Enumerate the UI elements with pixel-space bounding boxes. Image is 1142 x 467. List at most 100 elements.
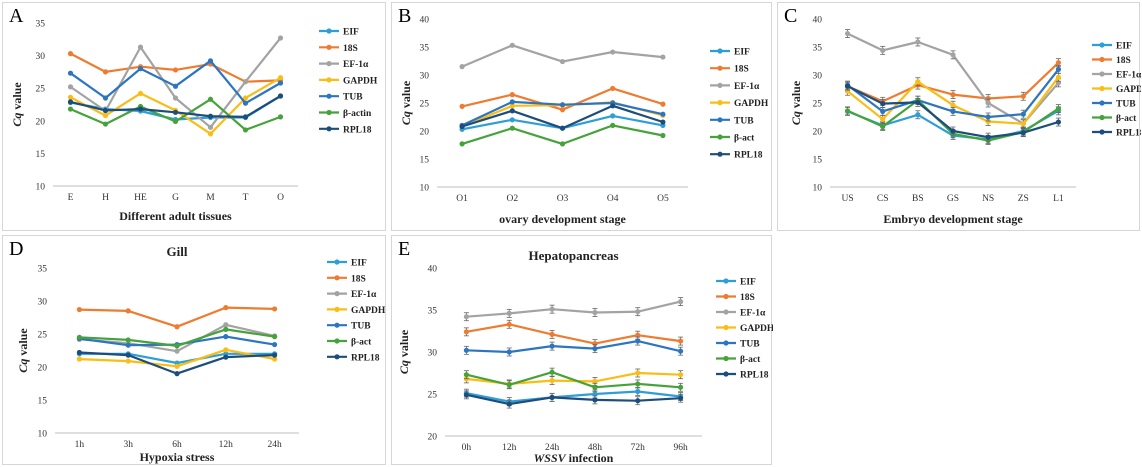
y-tick-label: 25 xyxy=(813,100,823,110)
legend-label: EIF xyxy=(740,278,756,288)
legend-entry: RPL18 xyxy=(327,353,380,363)
legend-label: TUB xyxy=(734,116,754,126)
y-tick-label: 10 xyxy=(36,183,46,193)
data-point xyxy=(207,96,214,102)
x-tick-label: M xyxy=(206,193,215,203)
data-point xyxy=(172,83,179,89)
y-tick-label: 10 xyxy=(420,184,430,194)
data-point xyxy=(610,103,616,109)
data-point xyxy=(549,306,555,312)
data-point xyxy=(509,117,515,123)
data-point xyxy=(509,125,515,131)
y-axis-label: Cq value xyxy=(16,328,30,373)
data-point xyxy=(660,54,666,60)
legend-marker xyxy=(334,354,340,360)
data-point xyxy=(67,94,74,100)
data-point xyxy=(125,342,131,348)
data-point xyxy=(985,100,991,106)
data-point xyxy=(125,358,131,364)
legend-label: RPL18 xyxy=(351,353,380,363)
data-point xyxy=(67,70,74,76)
x-tick-label: O xyxy=(277,193,284,203)
data-point xyxy=(1055,119,1062,125)
series-18s xyxy=(844,58,1062,106)
legend-label: RPL18 xyxy=(734,151,763,161)
x-tick-label: GS xyxy=(947,194,959,204)
series-rpl18 xyxy=(459,103,666,131)
data-point xyxy=(506,349,512,355)
legend-entry: EF-1α xyxy=(710,82,760,92)
x-axis-label: Embryo development stage xyxy=(883,212,1023,226)
y-tick-label: 20 xyxy=(813,128,823,138)
data-point xyxy=(67,99,74,105)
legend-entry: 18S xyxy=(1092,56,1131,66)
data-point xyxy=(223,334,229,340)
data-point xyxy=(610,49,616,55)
data-point xyxy=(950,92,956,98)
data-point xyxy=(985,118,991,125)
y-tick-label: 25 xyxy=(36,85,46,95)
data-point xyxy=(242,114,249,120)
data-point xyxy=(880,47,886,53)
panel-letter: B xyxy=(398,5,412,27)
chart-a: 10 15 20 25 30 35 E H HE G M T O Different adult tiss… xyxy=(10,20,378,224)
data-point xyxy=(125,352,131,358)
legend-label: 18S xyxy=(1116,56,1131,66)
legend-label: EF-1α xyxy=(343,60,369,70)
data-point xyxy=(592,384,598,390)
legend-marker xyxy=(334,275,340,281)
y-tick-label: 30 xyxy=(420,72,430,82)
y-tick-label: 25 xyxy=(420,100,430,110)
legend-label: EF-1α xyxy=(740,309,766,319)
x-tick-label: T xyxy=(243,193,249,203)
x-tick-label: 12h xyxy=(502,443,517,453)
legend-marker xyxy=(1099,56,1105,63)
legend-marker xyxy=(723,324,729,331)
legend-entry: TUB xyxy=(327,322,371,332)
series-ef-1- xyxy=(463,297,684,322)
legend-marker xyxy=(334,306,340,312)
legend-entry: GAPDH xyxy=(716,324,773,334)
y-axis-label: Cq value xyxy=(397,329,411,374)
panel-c: C 10 15 20 25 30 35 40 US CS BS GS NS ZS L1 Embryo dev… xyxy=(777,2,1141,231)
legend-marker xyxy=(326,77,332,83)
panel-letter: C xyxy=(784,5,798,27)
data-point xyxy=(677,395,684,401)
legend-entry: GAPDH xyxy=(710,99,769,109)
legend-label: EF-1α xyxy=(351,290,377,300)
legend-entry: RPL18 xyxy=(319,125,372,135)
legend-marker xyxy=(1099,71,1105,77)
data-point xyxy=(272,306,278,312)
data-point xyxy=(915,112,921,118)
data-point xyxy=(592,309,598,316)
y-tick-label: 15 xyxy=(36,150,46,160)
legend-marker xyxy=(326,126,332,132)
data-point xyxy=(76,349,82,356)
y-tick-label: 35 xyxy=(813,44,823,54)
legend-label: 18S xyxy=(734,65,749,75)
legend-marker xyxy=(723,309,729,315)
data-point xyxy=(277,114,284,120)
legend-entry: TUB xyxy=(1092,100,1136,110)
legend-label: β-actin xyxy=(343,109,372,119)
y-tick-label: 40 xyxy=(428,265,438,275)
data-point xyxy=(172,109,179,115)
data-point xyxy=(549,377,555,384)
legend-entry: GAPDH xyxy=(1092,85,1141,95)
y-tick-label: 30 xyxy=(38,298,48,308)
x-tick-label: CS xyxy=(877,194,889,204)
legend-entry: β-actin xyxy=(319,109,372,119)
legend-entry: 18S xyxy=(319,44,358,54)
data-point xyxy=(915,39,921,45)
data-point xyxy=(137,106,144,112)
legend-entry: TUB xyxy=(319,93,363,103)
legend-marker xyxy=(717,117,723,123)
legend-marker xyxy=(334,338,340,344)
data-point xyxy=(549,394,555,400)
x-tick-label: US xyxy=(841,194,853,204)
data-point xyxy=(635,309,641,315)
legend-marker xyxy=(334,291,340,297)
series-rpl18 xyxy=(67,93,284,120)
data-point xyxy=(1020,130,1026,136)
y-tick-label: 30 xyxy=(428,349,438,359)
